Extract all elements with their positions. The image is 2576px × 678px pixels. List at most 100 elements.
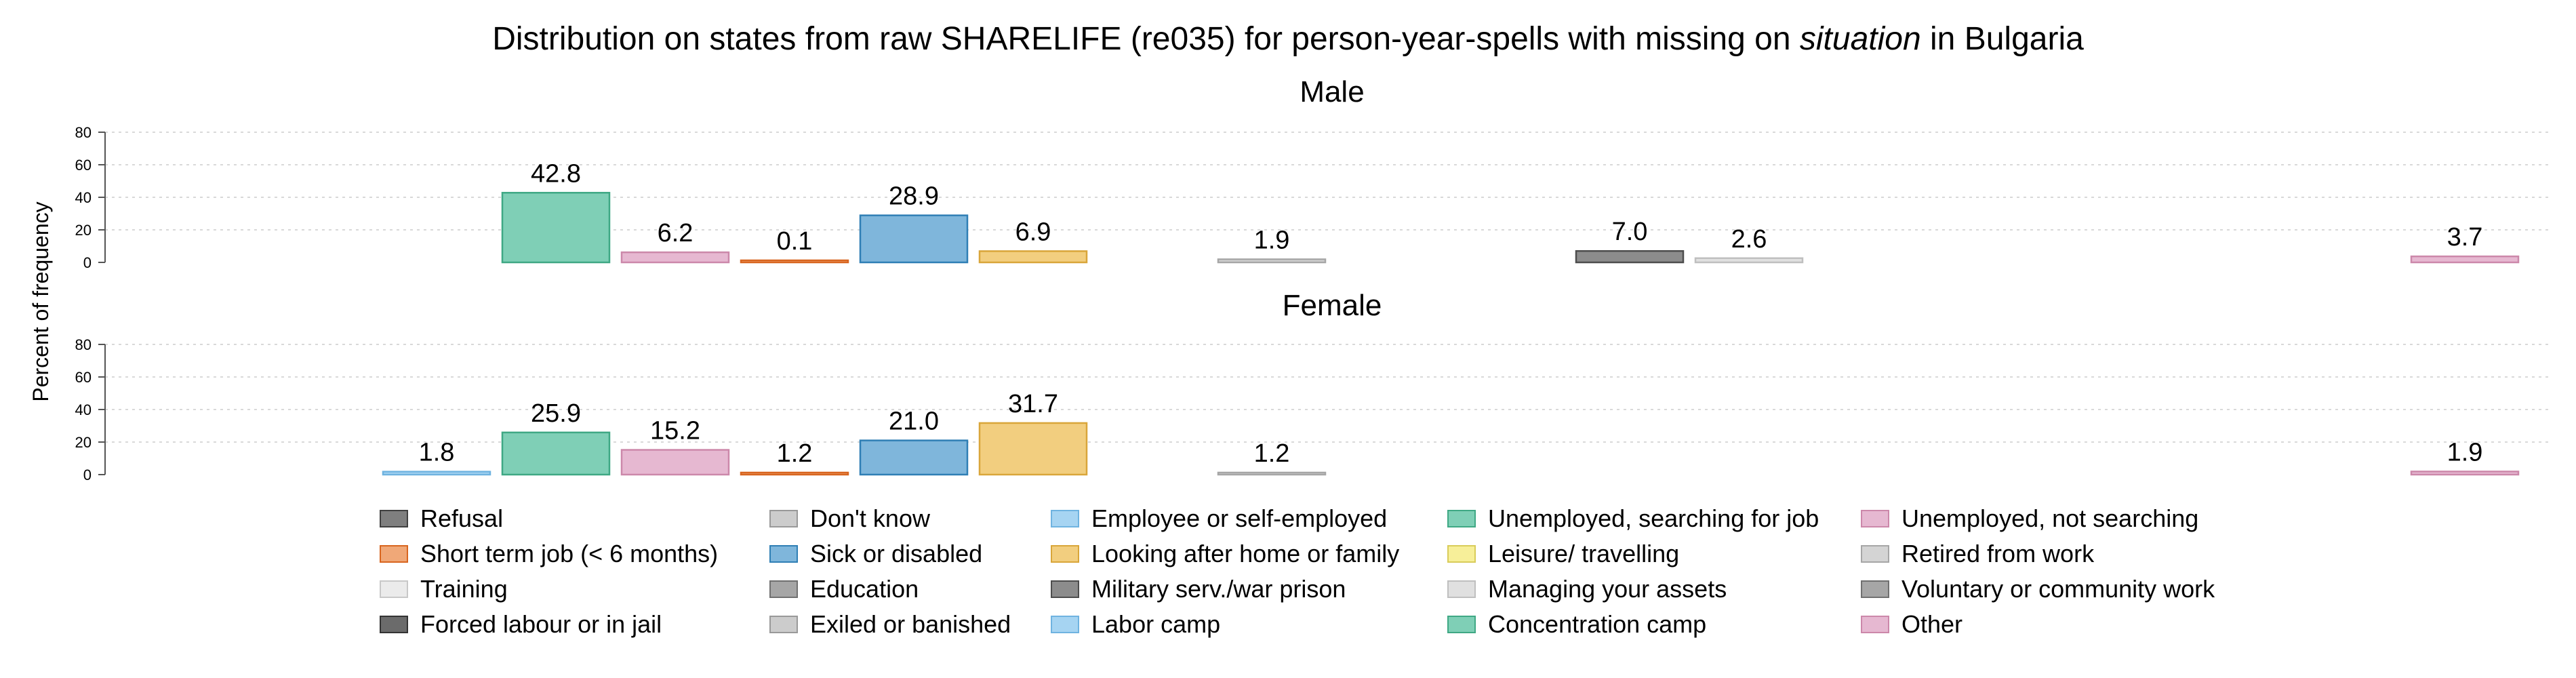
legend-label: Voluntary or community work: [1901, 575, 2215, 603]
data-label-male-looking-after-home-or-family: 6.9: [1015, 218, 1051, 246]
y-tick-label-male-0: 0: [83, 254, 92, 271]
legend-swatch: [380, 510, 408, 527]
legend-swatch: [769, 616, 798, 633]
legend-swatch: [380, 545, 408, 563]
data-label-male-sick-or-disabled: 28.9: [889, 182, 939, 211]
legend-item-don-t-know: Don't know: [769, 502, 930, 536]
panel-title-male: Male: [1300, 75, 1364, 108]
legend-label: Refusal: [420, 504, 504, 532]
legend-label: Employee or self-employed: [1091, 504, 1388, 532]
y-tick-label-female-20: 20: [75, 434, 92, 451]
legend-label: Training: [420, 575, 508, 603]
legend-label: Looking after home or family: [1091, 540, 1400, 567]
data-label-male-unemployed-not-searching: 6.2: [658, 219, 693, 247]
bar-female-other: [2410, 471, 2520, 476]
data-label-female-sick-or-disabled: 21.0: [889, 407, 939, 436]
legend-swatch: [1447, 580, 1476, 598]
legend-swatch: [1051, 580, 1079, 598]
chart-title-emphasis: situation: [1799, 21, 1921, 57]
legend-item-refusal: Refusal: [380, 502, 503, 536]
y-tick-label-female-0: 0: [83, 466, 92, 483]
legend-item-sick-or-disabled: Sick or disabled: [769, 537, 982, 571]
legend-swatch: [1861, 616, 1889, 633]
legend-swatch: [1447, 510, 1476, 527]
data-label-male-retired-from-work: 1.9: [1254, 226, 1290, 254]
bar-male-sick-or-disabled: [859, 214, 969, 264]
y-tick-label-male-20: 20: [75, 222, 92, 239]
legend-label: Sick or disabled: [810, 540, 983, 567]
legend-item-concentration-camp: Concentration camp: [1447, 607, 1706, 641]
data-label-female-unemployed-not-searching: 15.2: [650, 417, 700, 445]
bar-female-looking-after-home-or-family: [978, 422, 1088, 476]
legend-item-managing-your-assets: Managing your assets: [1447, 572, 1727, 606]
legend-label: Retired from work: [1901, 540, 2095, 567]
y-tick-label-female-60: 60: [75, 369, 92, 386]
legend-label: Unemployed, not searching: [1901, 504, 2199, 532]
bar-male-retired-from-work: [1217, 258, 1327, 264]
legend-item-leisure-travelling: Leisure/ travelling: [1447, 537, 1679, 571]
legend-label: Unemployed, searching for job: [1488, 504, 1819, 532]
legend-swatch: [769, 545, 798, 563]
panel-title-female: Female: [1283, 289, 1382, 322]
chart-title: Distribution on states from raw SHARELIF…: [0, 20, 2576, 58]
legend-swatch: [380, 616, 408, 633]
legend-swatch: [1447, 616, 1476, 633]
bar-male-military-serv-war-prison: [1575, 250, 1685, 264]
chart-title-suffix: in Bulgaria: [1920, 21, 2084, 57]
legend-item-forced-labour-or-in-jail: Forced labour or in jail: [380, 607, 662, 641]
legend-item-retired-from-work: Retired from work: [1861, 537, 2094, 571]
legend-label: Short term job (< 6 months): [420, 540, 719, 567]
legend-swatch: [1861, 580, 1889, 598]
legend-item-other: Other: [1861, 607, 1963, 641]
bar-female-unemployed-not-searching: [620, 449, 730, 476]
legend-item-military-serv-war-prison: Military serv./war prison: [1051, 572, 1346, 606]
bar-female-unemployed-searching-for-job: [501, 431, 611, 476]
legend-item-unemployed-searching-for-job: Unemployed, searching for job: [1447, 502, 1819, 536]
data-label-female-short-term-job-6-months: 1.2: [777, 439, 813, 468]
legend-swatch: [1051, 510, 1079, 527]
y-tick-label-male-60: 60: [75, 157, 92, 174]
legend-label: Don't know: [810, 504, 930, 532]
legend-swatch: [380, 580, 408, 598]
chart-title-prefix: Distribution on states from raw SHARELIF…: [492, 21, 1800, 57]
bar-female-short-term-job-6-months: [740, 471, 849, 476]
data-label-male-managing-your-assets: 2.6: [1731, 225, 1767, 254]
legend-item-training: Training: [380, 572, 508, 606]
data-label-female-unemployed-searching-for-job: 25.9: [531, 399, 581, 428]
legend-label: Concentration camp: [1488, 610, 1707, 638]
legend-label: Other: [1901, 610, 1963, 638]
legend-label: Managing your assets: [1488, 575, 1727, 603]
legend-swatch: [1447, 545, 1476, 563]
data-label-male-unemployed-searching-for-job: 42.8: [531, 159, 581, 188]
legend-label: Forced labour or in jail: [420, 610, 662, 638]
legend-swatch: [1051, 545, 1079, 563]
legend-item-unemployed-not-searching: Unemployed, not searching: [1861, 502, 2198, 536]
data-label-female-other: 1.9: [2447, 438, 2483, 466]
legend-item-short-term-job-6-months: Short term job (< 6 months): [380, 537, 718, 571]
legend-label: Labor camp: [1091, 610, 1221, 638]
bar-male-looking-after-home-or-family: [978, 250, 1088, 264]
data-label-female-employee-or-self-employed: 1.8: [419, 439, 455, 467]
legend-item-voluntary-or-community-work: Voluntary or community work: [1861, 572, 2215, 606]
data-label-female-retired-from-work: 1.2: [1254, 439, 1290, 468]
legend-label: Education: [810, 575, 919, 603]
legend-label: Leisure/ travelling: [1488, 540, 1680, 567]
legend-swatch: [1861, 545, 1889, 563]
legend-item-education: Education: [769, 572, 919, 606]
y-tick-label-male-40: 40: [75, 189, 92, 206]
y-tick-label-female-80: 80: [75, 336, 92, 353]
chart-plot-area: Male 0 20 40 60 80 42.8 6.2 0.1 28.9 6.9 1.9 7.0 2.6 3…: [75, 75, 2549, 483]
bar-female-retired-from-work: [1217, 471, 1327, 476]
y-tick-label-female-40: 40: [75, 401, 92, 418]
legend-swatch: [769, 510, 798, 527]
legend-item-employee-or-self-employed: Employee or self-employed: [1051, 502, 1387, 536]
legend-item-labor-camp: Labor camp: [1051, 607, 1220, 641]
bar-male-short-term-job-6-months: [740, 259, 849, 264]
data-label-male-other: 3.7: [2447, 223, 2483, 252]
bar-male-managing-your-assets: [1694, 257, 1804, 264]
legend-item-looking-after-home-or-family: Looking after home or family: [1051, 537, 1399, 571]
data-label-male-military-serv-war-prison: 7.0: [1612, 218, 1648, 246]
bar-female-employee-or-self-employed: [382, 471, 491, 476]
bar-male-other: [2410, 255, 2520, 264]
y-tick-label-male-80: 80: [75, 124, 92, 141]
